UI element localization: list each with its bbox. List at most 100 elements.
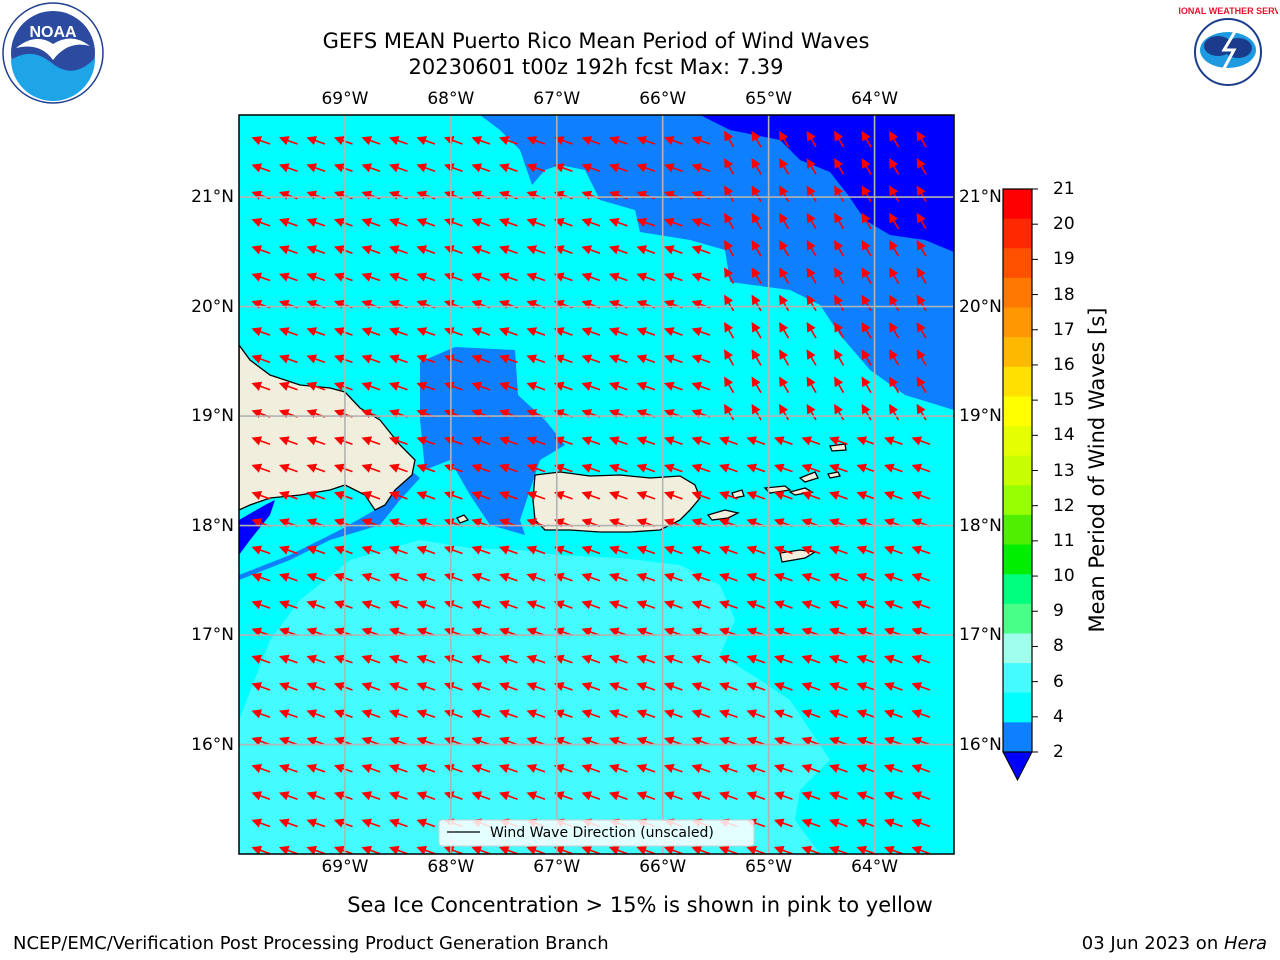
wave-direction-arrow: [861, 267, 872, 284]
wave-direction-arrow: [636, 163, 656, 173]
lat-tick-label-right: 17°N: [959, 625, 1002, 646]
wave-direction-arrow: [801, 545, 821, 555]
wave-direction-arrow: [856, 763, 876, 774]
wave-direction-arrow: [553, 163, 573, 173]
wave-direction-arrow: [471, 545, 491, 555]
wave-direction-arrow: [801, 436, 821, 446]
wave-direction-arrow: [306, 490, 326, 501]
wave-direction-arrow: [471, 490, 491, 501]
wave-direction-arrow: [746, 545, 766, 555]
wave-direction-arrow: [773, 490, 793, 501]
wave-direction-arrow: [691, 436, 711, 446]
wave-direction-arrow: [801, 845, 821, 854]
wave-direction-arrow: [278, 354, 298, 364]
wave-direction-arrow: [388, 136, 408, 146]
wave-direction-arrow: [498, 709, 518, 719]
wave-direction-arrow: [498, 436, 518, 446]
wave-direction-arrow: [416, 272, 436, 282]
wave-direction-arrow: [746, 682, 766, 692]
wave-direction-arrow: [663, 436, 683, 446]
wave-direction-arrow: [306, 845, 326, 854]
colorbar-tick-label: 2: [1053, 742, 1064, 762]
wave-direction-arrow: [828, 763, 848, 774]
wave-direction-arrow: [691, 217, 711, 228]
wave-direction-arrow: [526, 654, 546, 664]
wave-direction-arrow: [498, 136, 518, 146]
wave-direction-arrow: [498, 490, 518, 501]
lon-tick-label-top: 69°W: [321, 89, 369, 109]
wave-direction-arrow: [806, 212, 817, 230]
wave-direction-arrow: [306, 136, 326, 146]
wave-direction-arrow: [916, 349, 927, 366]
wave-direction-arrow: [498, 327, 518, 337]
wave-direction-arrow: [834, 130, 845, 148]
wave-direction-arrow: [663, 545, 683, 555]
wave-direction-arrow: [883, 463, 903, 473]
colorbar-tick-label: 21: [1053, 179, 1075, 199]
colorbar-band: [1003, 277, 1032, 309]
wave-direction-arrow: [471, 600, 491, 610]
wave-direction-arrow: [834, 321, 845, 339]
wave-direction-arrow: [911, 490, 931, 501]
wave-direction-arrow: [498, 354, 518, 364]
wave-direction-arrow: [724, 294, 735, 312]
wave-direction-arrow: [278, 654, 298, 664]
wave-direction-arrow: [916, 130, 927, 148]
wave-direction-arrow: [498, 600, 518, 610]
wave-direction-arrow: [251, 381, 271, 391]
wave-direction-arrow: [608, 272, 628, 282]
wave-direction-arrow: [388, 763, 408, 774]
wave-direction-arrow: [861, 240, 872, 257]
wave-direction-arrow: [416, 682, 436, 692]
colorbar-band: [1003, 574, 1032, 605]
wave-direction-arrow: [883, 709, 903, 719]
wave-direction-arrow: [828, 436, 848, 446]
wave-direction-arrow: [773, 682, 793, 692]
wave-direction-arrow: [636, 654, 656, 664]
wave-direction-arrow: [883, 763, 903, 774]
wave-direction-arrow: [526, 545, 546, 555]
wave-direction-arrow: [553, 245, 573, 255]
wave-direction-arrow: [691, 572, 711, 582]
wave-direction-arrow: [724, 158, 735, 175]
wave-direction-arrow: [916, 403, 927, 421]
wave-direction-arrow: [856, 463, 876, 473]
lat-tick-label-right: 18°N: [959, 515, 1002, 536]
wave-direction-arrow: [856, 818, 876, 828]
wave-direction-arrow: [388, 682, 408, 692]
wave-direction-arrow: [498, 163, 518, 173]
wave-direction-arrow: [608, 327, 628, 337]
wave-direction-arrow: [916, 158, 927, 175]
wave-direction-arrow: [608, 245, 628, 255]
wave-direction-arrow: [498, 545, 518, 555]
noaa-logo-text: NOAA: [29, 24, 77, 41]
wave-direction-arrow: [889, 130, 900, 148]
wave-direction-arrow: [779, 349, 790, 366]
wave-direction-arrow: [608, 381, 628, 391]
wave-direction-arrow: [388, 217, 408, 228]
wave-direction-arrow: [806, 321, 817, 339]
colorbar-band: [1003, 337, 1032, 368]
colorbar-band: [1003, 248, 1032, 279]
wave-direction-arrow: [724, 403, 735, 421]
wave-direction-arrow: [691, 682, 711, 692]
wave-direction-arrow: [608, 572, 628, 582]
wave-direction-arrow: [718, 709, 738, 719]
wave-direction-arrow: [636, 217, 656, 228]
wave-direction-arrow: [498, 682, 518, 692]
colorbar: [1002, 188, 1038, 782]
colorbar-tick-label: 13: [1053, 460, 1075, 481]
wave-direction-arrow: [361, 791, 381, 801]
wave-direction-arrow: [581, 163, 601, 173]
lon-tick-label-bottom: 68°W: [427, 857, 475, 877]
wave-direction-arrow: [278, 272, 298, 282]
wave-direction-arrow: [718, 572, 738, 582]
lon-tick-label-top: 65°W: [745, 89, 793, 109]
wave-direction-arrow: [856, 436, 876, 446]
wave-direction-arrow: [278, 682, 298, 692]
wave-direction-arrow: [361, 217, 381, 228]
lon-tick-label-top: 67°W: [533, 89, 581, 109]
wave-direction-arrow: [779, 267, 790, 284]
wave-direction-arrow: [278, 600, 298, 610]
